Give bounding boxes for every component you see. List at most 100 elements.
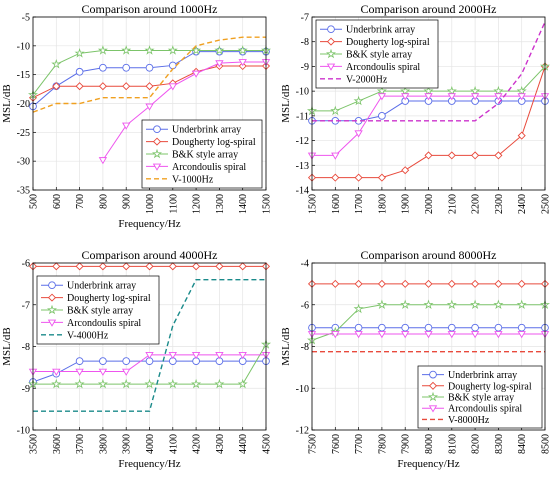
- chart-title: Comparison around 8000Hz: [361, 248, 497, 262]
- data-point: [471, 151, 480, 160]
- data-point: [517, 331, 526, 339]
- y-tick-label: -8: [22, 342, 30, 353]
- data-point: [447, 331, 456, 339]
- chart-panel-1: 500 600 700 800 900 1000 1100 1200 1300 1400 1500 -…: [1, 2, 273, 230]
- legend-marker: [429, 370, 437, 379]
- legend-marker: [47, 319, 57, 327]
- data-point: [494, 151, 503, 160]
- series-v-1000hz: [32, 36, 266, 113]
- x-tick-label: 4200: [192, 434, 203, 454]
- data-point: [447, 279, 456, 288]
- data-point: [494, 331, 503, 339]
- x-tick-label: 500: [29, 194, 40, 209]
- legend-label: B&K style array: [172, 150, 238, 161]
- y-tick-label: -4: [301, 259, 309, 270]
- y-tick-label: -10: [296, 87, 309, 98]
- data-point: [447, 323, 456, 332]
- data-point: [97, 378, 108, 389]
- data-point: [51, 58, 62, 69]
- data-point: [168, 61, 177, 70]
- data-point: [122, 262, 131, 271]
- x-tick-label: 8100: [447, 434, 458, 454]
- x-tick-label: 3700: [75, 434, 86, 454]
- data-point: [122, 368, 131, 376]
- data-point: [168, 352, 177, 360]
- x-tick-label: 800: [98, 194, 109, 209]
- x-tick-label: 4100: [168, 434, 179, 454]
- data-point: [145, 262, 154, 271]
- y-tick-label: -10: [17, 41, 30, 52]
- data-point: [75, 82, 84, 91]
- x-tick-label: 8400: [517, 434, 528, 454]
- legend-label: Arcondoulis spiral: [67, 318, 141, 329]
- data-point: [378, 112, 386, 120]
- data-point: [424, 93, 433, 101]
- chart-title: Comparison around 2000Hz: [361, 2, 497, 16]
- data-point: [237, 378, 248, 389]
- x-tick-label: 4300: [215, 434, 226, 454]
- y-axis-label: MSL/dB: [280, 84, 292, 123]
- data-point: [331, 152, 340, 160]
- legend-marker: [47, 293, 57, 302]
- data-point: [517, 131, 526, 140]
- y-tick-label: -9: [22, 384, 30, 395]
- data-point: [353, 303, 364, 314]
- data-point: [401, 331, 410, 339]
- data-point: [446, 85, 457, 96]
- y-tick-label: -7: [301, 13, 309, 24]
- data-point: [52, 82, 61, 91]
- legend-label: B&K style array: [448, 393, 514, 404]
- x-tick-label: 2000: [424, 194, 435, 214]
- y-tick-label: -15: [17, 70, 30, 81]
- legend-marker: [151, 148, 163, 159]
- data-point: [97, 45, 108, 55]
- data-point: [493, 85, 504, 96]
- data-point: [376, 85, 387, 96]
- data-point: [377, 331, 387, 339]
- x-tick-label: 3600: [52, 434, 63, 454]
- legend-label: Arcondoulis spiral: [448, 404, 522, 415]
- legend-marker: [326, 63, 336, 71]
- x-tick-label: 1300: [215, 194, 226, 214]
- data-point: [377, 93, 387, 101]
- legend-marker: [428, 381, 438, 390]
- legend-label: Arcondoulis spiral: [346, 62, 420, 73]
- legend-marker: [46, 304, 58, 315]
- data-point: [447, 151, 456, 160]
- data-point: [145, 103, 154, 111]
- data-point: [493, 299, 504, 310]
- y-tick-label: -6: [22, 259, 30, 270]
- legend-label: Dougherty log-spiral: [67, 293, 151, 304]
- data-point: [423, 85, 434, 96]
- legend-label: Dougherty log-spiral: [448, 381, 532, 392]
- series-underbrink-array: [308, 323, 549, 332]
- data-point: [401, 166, 410, 175]
- data-point: [98, 157, 108, 165]
- legend-label: V-4000Hz: [67, 330, 109, 341]
- legend-label: V-1000Hz: [172, 174, 214, 185]
- legend-label: V-8000Hz: [448, 415, 490, 426]
- data-point: [354, 130, 363, 138]
- data-point: [331, 173, 340, 182]
- chart-panel-2: 1500 1600 1700 1800 1900 2000 2100 2200 2300 2400…: [280, 2, 550, 214]
- data-point: [401, 93, 410, 101]
- data-point: [191, 378, 202, 389]
- data-point: [446, 299, 457, 310]
- y-tick-label: -35: [17, 186, 30, 197]
- data-point: [191, 352, 201, 360]
- legend-label: V-2000Hz: [346, 74, 388, 85]
- x-tick-label: 700: [75, 194, 86, 209]
- data-point: [470, 299, 481, 310]
- data-point: [52, 368, 61, 376]
- y-tick-label: -10: [296, 384, 309, 395]
- x-tick-label: 2200: [471, 194, 482, 214]
- legend-label: B&K style array: [346, 50, 412, 61]
- data-point: [168, 262, 177, 271]
- x-tick-label: 8300: [494, 434, 505, 454]
- y-tick-label: -14: [296, 186, 309, 197]
- data-point: [354, 331, 363, 339]
